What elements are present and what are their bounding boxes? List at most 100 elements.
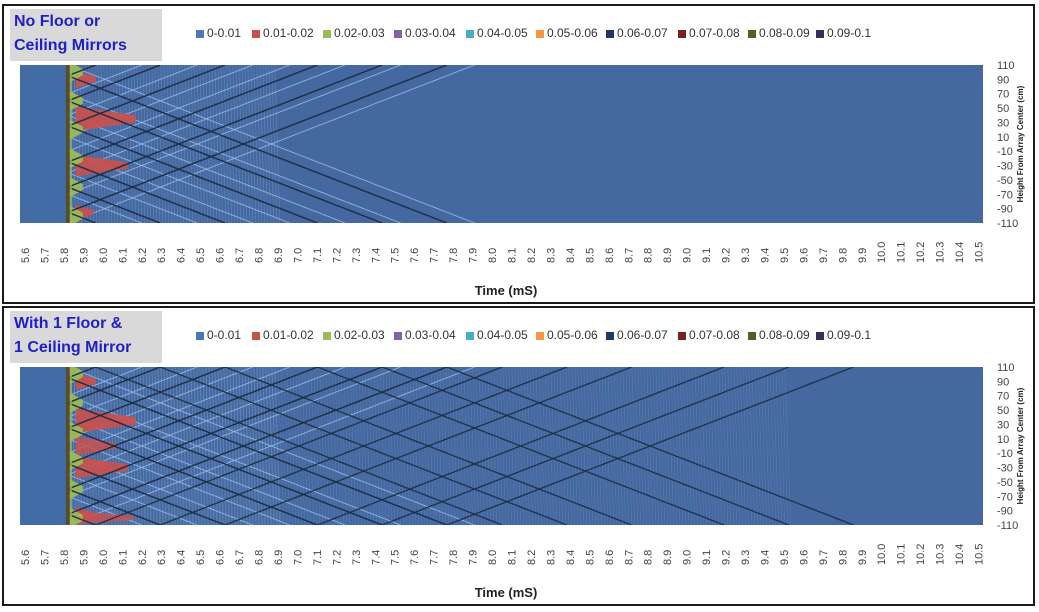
x-tick-label: 8.5 xyxy=(584,550,596,565)
x-tick-label: 9.6 xyxy=(798,550,810,565)
x-tick-label: 8.2 xyxy=(526,550,538,565)
arrival-band xyxy=(65,367,70,525)
y-tick-label: 10 xyxy=(997,434,1009,446)
wavefront-mirror xyxy=(317,367,725,525)
legend-item: 0.07-0.08 xyxy=(678,328,740,342)
x-tick-label: 6.9 xyxy=(273,248,285,263)
wavefront-mirror xyxy=(224,367,632,525)
x-tick-label: 8.4 xyxy=(565,550,577,565)
x-tick-label: 8.0 xyxy=(487,550,499,565)
x-tick-label: 8.7 xyxy=(623,550,635,565)
amplitude-lobe xyxy=(69,479,83,500)
x-tick-label: 8.6 xyxy=(604,248,616,263)
light-wavefront xyxy=(66,65,290,223)
x-tick-label: 8.8 xyxy=(643,550,655,565)
legend-swatch xyxy=(252,332,260,340)
x-tick-label: 9.9 xyxy=(857,550,869,565)
y-tick-label: -70 xyxy=(997,189,1013,201)
legend-swatch xyxy=(394,332,402,340)
legend-swatch xyxy=(536,332,544,340)
legend-item: 0.09-0.1 xyxy=(816,26,871,40)
x-tick-label: 7.2 xyxy=(331,550,343,565)
x-tick-label: 8.5 xyxy=(584,248,596,263)
legend-swatch xyxy=(816,30,824,38)
legend-label: 0-0.01 xyxy=(207,26,242,40)
x-tick-label: 10.3 xyxy=(935,544,947,565)
x-tick-label: 6.0 xyxy=(98,550,110,565)
legend-label: 0.07-0.08 xyxy=(689,26,740,40)
arrival-edge xyxy=(69,367,72,525)
x-tick-label: 9.7 xyxy=(818,550,830,565)
x-tick-label: 10.1 xyxy=(896,544,908,565)
legend-item: 0.03-0.04 xyxy=(394,328,456,342)
x-tick-label: 6.1 xyxy=(117,550,129,565)
x-tick-label: 8.9 xyxy=(662,550,674,565)
x-tick-label: 9.2 xyxy=(721,248,733,263)
x-tick-label: 9.5 xyxy=(779,550,791,565)
legend-swatch xyxy=(678,332,686,340)
legend-swatch xyxy=(748,332,756,340)
panel-no-mirrors: No Floor or Ceiling Mirrors 0-0.01 0.01-0… xyxy=(2,4,1035,304)
legend-item: 0.01-0.02 xyxy=(252,328,314,342)
x-tick-label: 8.3 xyxy=(545,550,557,565)
x-tick-label: 6.2 xyxy=(137,550,149,565)
y-tick-label: 30 xyxy=(997,117,1009,129)
x-tick-label: 5.9 xyxy=(78,248,90,263)
amplitude-lobe xyxy=(75,511,134,525)
x-tick-label: 7.1 xyxy=(312,248,324,263)
x-tick-label: 7.6 xyxy=(409,248,421,263)
legend-item: 0.03-0.04 xyxy=(394,26,456,40)
amplitude-lobe xyxy=(69,90,83,111)
legend-swatch xyxy=(196,332,204,340)
x-tick-label: 9.8 xyxy=(837,550,849,565)
legend-label: 0.03-0.04 xyxy=(405,328,456,342)
heatmap-chart: 5.6 5.7 5.8 5.9 6.0 6.1 6.2 6.3 6.4 6.5 6.6 6.7 6.8 6… xyxy=(20,60,1025,298)
legend-item: 0.06-0.07 xyxy=(606,26,668,40)
panel-with-mirrors: With 1 Floor & 1 Ceiling Mirror 0-0.01 0.… xyxy=(2,306,1035,606)
x-tick-label: 7.2 xyxy=(331,248,343,263)
light-wavefront xyxy=(67,65,475,223)
x-tick-label: 9.4 xyxy=(759,248,771,263)
y-tick-label: -30 xyxy=(997,463,1013,475)
x-tick-label: 10.2 xyxy=(915,242,927,263)
x-tick-label: 7.4 xyxy=(370,550,382,565)
light-wavefront xyxy=(67,367,475,525)
y-tick-label: 50 xyxy=(997,103,1009,115)
y-tick-label: 110 xyxy=(997,60,1015,72)
x-tick-label: 7.8 xyxy=(448,248,460,263)
y-tick-label: 70 xyxy=(997,89,1009,101)
legend-label: 0.01-0.02 xyxy=(263,26,314,40)
wavefront-mirror xyxy=(381,367,790,525)
y-axis-title: Height From Array Center (cm) xyxy=(1016,85,1025,202)
legend-item: 0.07-0.08 xyxy=(678,26,740,40)
y-tick-label: -90 xyxy=(997,204,1013,216)
x-tick-label: 6.3 xyxy=(156,550,168,565)
legend-label: 0.06-0.07 xyxy=(617,26,668,40)
x-tick-label: 6.8 xyxy=(254,550,266,565)
x-tick-label: 9.3 xyxy=(740,550,752,565)
x-tick-label: 5.7 xyxy=(39,248,51,263)
x-tick-label: 9.7 xyxy=(818,248,830,263)
wavefront-direct xyxy=(65,367,383,525)
x-tick-label: 10.2 xyxy=(915,544,927,565)
x-tick-label: 9.9 xyxy=(857,248,869,263)
amplitude-lobe xyxy=(75,408,136,434)
x-tick-label: 10.5 xyxy=(974,544,986,565)
x-tick-label: 9.1 xyxy=(701,248,713,263)
legend-label: 0.03-0.04 xyxy=(405,26,456,40)
legend-item: 0.04-0.05 xyxy=(466,328,528,342)
panel-title-line-2: Ceiling Mirrors xyxy=(14,37,127,54)
y-tick-label: -30 xyxy=(997,161,1013,173)
x-tick-label: 8.6 xyxy=(604,550,616,565)
legend-item: 0.05-0.06 xyxy=(536,26,598,40)
x-tick-label: 9.0 xyxy=(682,550,694,565)
wavefront-mirror xyxy=(159,367,568,525)
legend-label: 0.04-0.05 xyxy=(477,26,528,40)
wavefront-direct xyxy=(68,65,448,223)
x-tick-label: 6.6 xyxy=(215,248,227,263)
y-tick-label: 30 xyxy=(997,419,1009,431)
x-tick-label: 6.7 xyxy=(234,248,246,263)
panel-title-line-1: With 1 Floor & xyxy=(14,315,123,332)
x-tick-label: 10.4 xyxy=(954,242,966,263)
legend-swatch xyxy=(606,332,614,340)
